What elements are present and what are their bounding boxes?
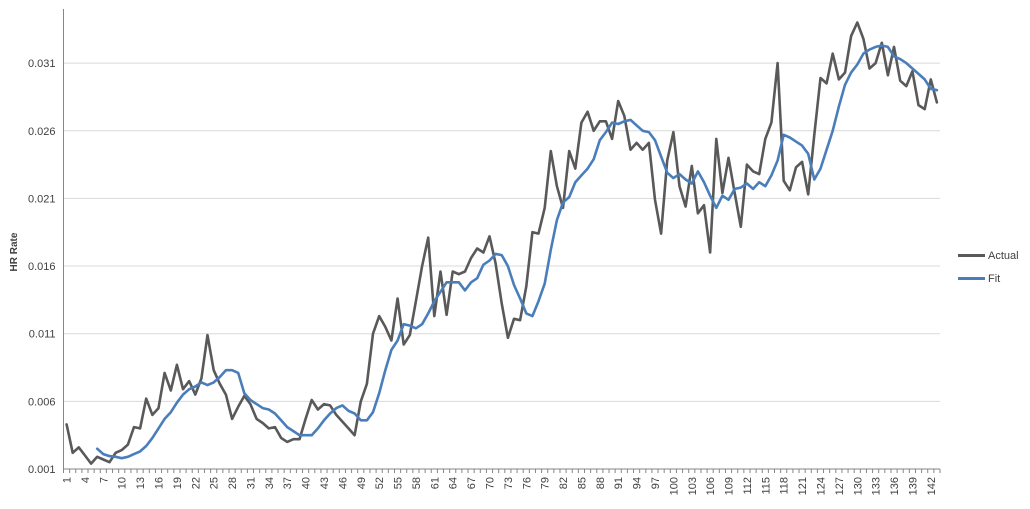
x-tick-label: 13 (135, 477, 147, 489)
x-tick-label: 106 (705, 477, 717, 495)
x-tick-label: 28 (227, 477, 239, 489)
y-axis-label: HR Rate (9, 232, 20, 271)
x-tick-label: 82 (558, 477, 570, 489)
x-tick-label: 100 (668, 477, 680, 495)
x-tick-label: 124 (815, 477, 827, 495)
y-tick-label: 0.006 (28, 396, 56, 408)
x-tick-label: 52 (374, 477, 386, 489)
x-tick-label: 139 (907, 477, 919, 495)
y-axis-tick-labels: 0.001 0.006 0.011 0.016 0.021 0.026 0.031 (28, 58, 56, 476)
x-tick-label: 1 (62, 477, 74, 483)
x-tick-label: 115 (760, 477, 772, 495)
x-tick-label: 25 (209, 477, 221, 489)
x-tick-label: 61 (429, 477, 441, 489)
axes (63, 9, 941, 473)
y-tick-label: 0.031 (28, 58, 56, 70)
x-tick-label: 67 (466, 477, 478, 489)
series-lines (65, 21, 939, 465)
x-tick-label: 43 (319, 477, 331, 489)
x-tick-label: 46 (337, 477, 349, 489)
x-tick-label: 103 (687, 477, 699, 495)
x-tick-label: 133 (871, 477, 883, 495)
x-tick-label: 64 (448, 477, 460, 489)
x-tick-label: 112 (742, 477, 754, 495)
x-tick-label: 121 (797, 477, 809, 495)
x-tick-label: 88 (595, 477, 607, 489)
x-tick-label: 55 (393, 477, 405, 489)
legend-item-actual: Actual (958, 244, 1019, 267)
series-line-actual (65, 21, 939, 465)
legend-swatch-fit (958, 277, 985, 280)
x-tick-label: 70 (484, 477, 496, 489)
x-tick-label: 22 (190, 477, 202, 489)
x-tick-label: 130 (852, 477, 864, 495)
x-tick-label: 4 (80, 477, 92, 483)
x-tick-label: 16 (154, 477, 166, 489)
gridlines (63, 62, 940, 402)
x-tick-label: 127 (834, 477, 846, 495)
series-line-fit (95, 44, 939, 460)
legend-swatch-actual (958, 254, 985, 257)
x-tick-label: 136 (889, 477, 901, 495)
x-tick-label: 19 (172, 477, 184, 489)
x-tick-label: 34 (264, 477, 276, 489)
x-tick-label: 58 (411, 477, 423, 489)
x-tick-label: 73 (503, 477, 515, 489)
x-tick-label: 37 (282, 477, 294, 489)
y-tick-label: 0.011 (29, 329, 56, 341)
legend-label-actual: Actual (988, 249, 1019, 262)
x-tick-label: 85 (576, 477, 588, 489)
x-tick-label: 118 (779, 477, 791, 495)
x-tick-label: 97 (650, 477, 662, 489)
y-tick-label: 0.001 (28, 464, 56, 476)
legend-label-fit: Fit (988, 272, 1001, 285)
x-tick-label: 40 (301, 477, 313, 489)
x-tick-label: 109 (724, 477, 736, 495)
x-tick-label: 49 (356, 477, 368, 489)
x-tick-label: 10 (117, 477, 129, 489)
x-tick-label: 142 (926, 477, 938, 495)
y-tick-label: 0.026 (28, 126, 56, 138)
x-tick-label: 94 (632, 477, 644, 489)
legend-item-fit: Fit (958, 267, 1019, 290)
x-tick-label: 31 (245, 477, 257, 489)
y-tick-label: 0.016 (28, 261, 56, 273)
legend: Actual Fit (958, 244, 1019, 290)
x-tick-label: 79 (540, 477, 552, 489)
x-tick-label: 7 (98, 477, 110, 483)
y-tick-label: 0.021 (28, 193, 56, 205)
x-tick-label: 76 (521, 477, 533, 489)
x-tick-label: 91 (613, 477, 625, 489)
x-axis-tick-labels: 1 4 7 10 13 16 19 22 25 28 31 34 37 40 43 46 49 52 55 58 61 6… (62, 477, 938, 495)
